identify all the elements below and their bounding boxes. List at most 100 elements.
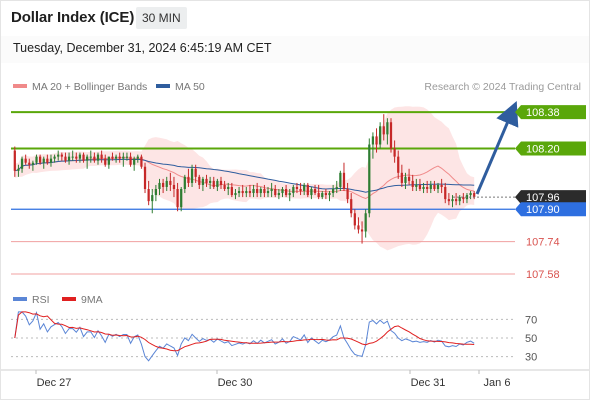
candle-body (190, 168, 194, 183)
candle-body (125, 156, 129, 158)
rsi-legend: RSI 9MA (13, 294, 103, 306)
candle-body (371, 136, 375, 145)
candle-body (451, 199, 454, 202)
candle-body (263, 189, 266, 194)
candle-body (245, 191, 248, 194)
candle-body (375, 136, 378, 145)
legend-swatch-9ma (62, 297, 76, 301)
candle-body (129, 156, 132, 165)
candle-body (49, 158, 53, 163)
candle-body (422, 186, 425, 189)
candle-body (114, 156, 118, 159)
candle-body (223, 184, 226, 189)
candle-body (284, 189, 288, 196)
date-strip (1, 36, 589, 63)
candle-body (187, 176, 190, 183)
candle-body (379, 126, 382, 145)
candle-body (89, 156, 92, 158)
candle-body (469, 193, 472, 196)
candle-body (339, 172, 342, 187)
candle-body (382, 126, 385, 135)
candle-body (321, 193, 324, 198)
legend-label-9ma: 9MA (81, 294, 103, 306)
candle-body (458, 197, 461, 202)
rsi-tick-70: 70 (525, 314, 537, 326)
legend-swatch-ma50 (156, 84, 170, 88)
candle-body (426, 186, 429, 189)
legend-label-ma50: MA 50 (175, 81, 205, 93)
candle-body (473, 193, 476, 198)
candle-body (241, 191, 244, 194)
candle-body (82, 154, 85, 161)
candle-body (172, 184, 176, 189)
candle-body (331, 189, 335, 194)
timestamp-label: Tuesday, December 31, 2024 6:45:19 AM CE… (13, 41, 272, 55)
candle-body (111, 156, 114, 159)
candle-body (93, 156, 96, 161)
candle-body (237, 191, 241, 194)
timeframe-badge[interactable]: 30 MIN (136, 7, 187, 29)
candle-body (364, 213, 367, 232)
candle-body (335, 186, 338, 189)
candle-body (407, 176, 411, 181)
candle-body (328, 193, 331, 196)
candle-body (100, 154, 103, 159)
x-tick-label: Dec 27 (37, 377, 72, 389)
candle-body (350, 199, 353, 214)
candle-body (415, 184, 418, 187)
candle-body (310, 189, 313, 196)
rsi-line (14, 310, 475, 362)
candle-body (411, 180, 414, 187)
candle-body (353, 213, 356, 226)
candle-body (317, 193, 320, 198)
candle-body (165, 180, 168, 187)
legend-swatch-rsi (13, 297, 27, 301)
candle-body (288, 193, 291, 196)
candle-body (86, 156, 89, 161)
level-badge-text-108.38: 108.38 (526, 107, 560, 119)
candle-body (259, 189, 262, 194)
candle-body (35, 156, 38, 163)
forecast-arrow (475, 100, 519, 195)
candle-body (346, 189, 349, 200)
candle-body (17, 168, 20, 171)
candle-body (201, 178, 205, 185)
candle-body (53, 156, 56, 159)
candlesticks (13, 114, 476, 244)
candle-body (39, 156, 42, 163)
candle-body (118, 156, 121, 159)
level-text-107.74: 107.74 (526, 237, 560, 249)
candle-body (436, 184, 440, 189)
level-badge-107.90 (515, 202, 586, 217)
candle-body (60, 154, 63, 157)
candle-body (444, 186, 447, 200)
candle-body (429, 184, 432, 189)
candle-body (303, 184, 306, 192)
candle-body (277, 193, 280, 196)
legend-label-rsi: RSI (32, 294, 50, 306)
level-badge-108.20 (515, 141, 586, 156)
candle-body (386, 122, 389, 135)
candle-body (248, 191, 252, 194)
x-axis: Dec 27 Dec 30 Dec 31 Jan 6 (1, 369, 589, 389)
level-badge-text-107.96: 107.96 (526, 192, 560, 204)
candle-body (462, 197, 465, 200)
candle-body (151, 195, 154, 202)
bollinger-band-area (14, 106, 475, 251)
candle-body (295, 186, 299, 189)
level-badge-text-107.90: 107.90 (526, 204, 560, 216)
candle-body (154, 189, 158, 196)
candle-body (46, 158, 49, 163)
candle-body (158, 182, 161, 189)
candle-body (256, 189, 259, 194)
moving-averages (14, 157, 475, 200)
candle-body (205, 178, 208, 183)
candle-body (270, 189, 273, 192)
candle-body (216, 180, 219, 187)
legend-swatch-ma20 (13, 84, 27, 88)
candle-body (20, 158, 24, 169)
level-text-107.58: 107.58 (526, 269, 560, 281)
candle-body (447, 199, 450, 202)
